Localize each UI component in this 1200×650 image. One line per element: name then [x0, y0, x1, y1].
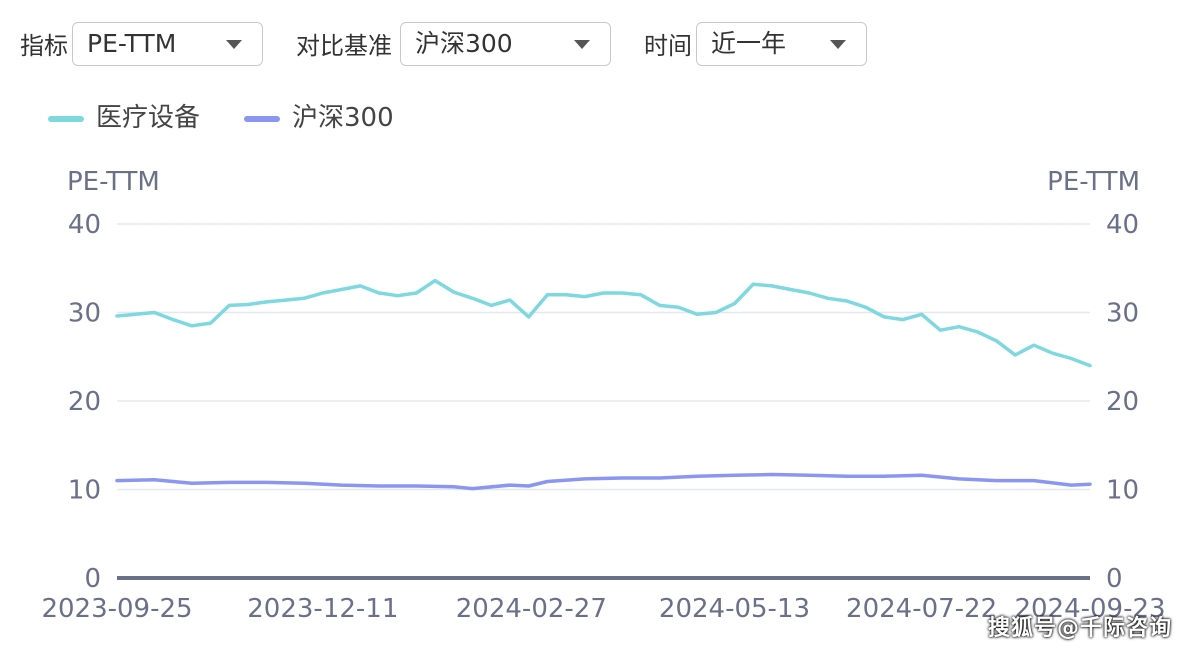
- x-tick-label: 2023-12-11: [247, 594, 398, 624]
- series-line-2: [117, 475, 1090, 489]
- y-tick-label-right: 20: [1106, 387, 1139, 417]
- y-tick-label-right: 10: [1106, 476, 1139, 506]
- y-tick-label-left: 30: [68, 299, 101, 329]
- y-tick-label-left: 0: [84, 564, 101, 594]
- y-tick-label-left: 20: [68, 387, 101, 417]
- y-tick-label-right: 30: [1106, 299, 1139, 329]
- series-line-1: [117, 281, 1090, 366]
- watermark: 搜狐号@千际咨询: [988, 610, 1172, 642]
- x-tick-label: 2024-07-22: [846, 594, 997, 624]
- x-tick-label: 2024-02-27: [456, 594, 607, 624]
- y-tick-label-left: 10: [68, 476, 101, 506]
- y-tick-label-left: 40: [68, 210, 101, 240]
- y-axis-title-left: PE-TTM: [67, 167, 160, 197]
- x-tick-label: 2024-05-13: [659, 594, 810, 624]
- y-axis-title-right: PE-TTM: [1047, 167, 1140, 197]
- x-tick-label: 2023-09-25: [41, 594, 192, 624]
- y-tick-label-right: 40: [1106, 210, 1139, 240]
- y-tick-label-right: 0: [1106, 564, 1123, 594]
